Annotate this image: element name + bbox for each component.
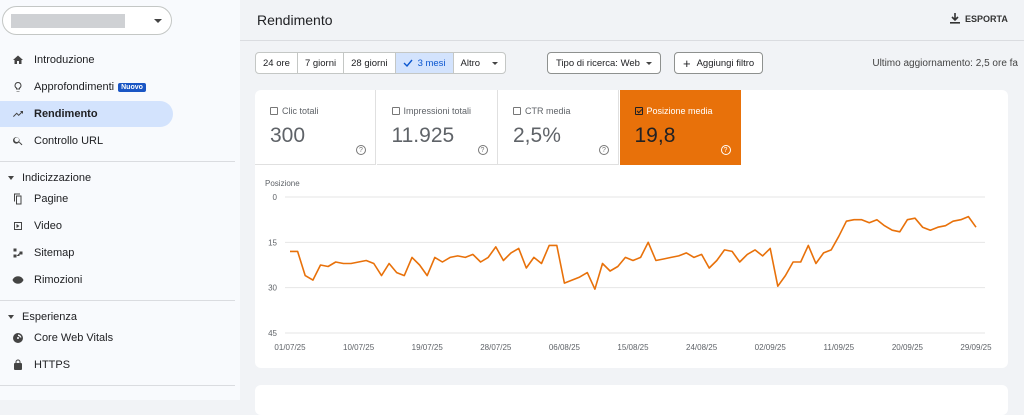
nav-label: Approfondimenti	[34, 81, 115, 93]
nav-label: Controllo URL	[34, 135, 104, 147]
nav-item[interactable]: HTTPS	[0, 352, 173, 378]
y-axis-title: Posizione	[265, 179, 300, 188]
nav-label: Introduzione	[34, 54, 95, 66]
series-line	[290, 215, 977, 290]
nav-item[interactable]: Pagine	[0, 186, 173, 212]
add-filter: Aggiungi filtro	[696, 57, 755, 69]
range-label: 3 mesi	[417, 57, 446, 69]
divider	[0, 161, 235, 162]
nav-item[interactable]: Introduzione	[0, 47, 173, 73]
x-tick-label: 02/09/25	[755, 343, 787, 352]
date-range-group: 24 ore 7 giorni 28 giorni 3 mesi Altro	[255, 52, 507, 74]
metric-tile[interactable]: CTR media 2,5%?	[498, 90, 619, 165]
nav-item[interactable]: Rendimento	[0, 101, 173, 127]
section-title[interactable]: Indicizzazione	[8, 172, 91, 184]
metric-tile[interactable]: Clic totali 300?	[255, 90, 376, 165]
metric-label-row: Posizione media	[634, 106, 713, 116]
nav-label: Video	[34, 220, 62, 232]
badge: Nuovo	[118, 82, 146, 92]
x-tick-label: 11/09/25	[824, 343, 855, 352]
property-selector[interactable]	[2, 6, 172, 35]
checkbox[interactable]	[513, 107, 521, 115]
checkbox[interactable]	[270, 107, 278, 115]
last-update: Ultimo aggiornamento: 2,5 ore fa	[872, 58, 1018, 69]
search-type: Tipo di ricerca: Web	[556, 57, 640, 69]
search-console-page: Introduzione Approfondimenti Nuovo Rendimen…	[0, 0, 1024, 400]
nav-label: Sitemap	[34, 247, 75, 259]
metric-value: 19,8	[634, 124, 676, 147]
nav-label: Pagine	[34, 193, 69, 205]
performance-card: Clic totali 300? Impressioni totali 11.925?…	[255, 90, 1008, 368]
add-filter-chip[interactable]: + Aggiungi filtro	[674, 52, 764, 74]
help-icon[interactable]: ?	[599, 145, 609, 155]
export-button[interactable]: ESPORTA	[950, 13, 1008, 24]
range-option[interactable]: Altro	[454, 53, 506, 73]
nav-label: HTTPS	[34, 359, 71, 371]
nav-item[interactable]: Controllo URL	[0, 128, 173, 154]
nav-item[interactable]: Video	[0, 213, 173, 239]
metric-value: 11.925	[391, 124, 455, 147]
nav-item[interactable]: Sitemap	[0, 240, 173, 266]
metric-label: Clic totali	[282, 106, 319, 116]
divider	[0, 300, 235, 301]
x-tick-label: 06/08/25	[549, 343, 581, 352]
range-label: 24 ore	[263, 57, 290, 69]
metric-label-row: Impressioni totali	[391, 106, 472, 116]
metric-label: CTR media	[525, 106, 571, 116]
nav-label: Rimozioni	[34, 274, 83, 286]
help-icon[interactable]: ?	[720, 145, 731, 155]
nav-item[interactable]: Rimozioni	[0, 267, 173, 293]
y-tick-label: 45	[268, 329, 277, 338]
y-tick-label: 30	[268, 284, 277, 293]
nav-label: Rendimento	[34, 108, 98, 120]
x-tick-label: 15/08/25	[617, 343, 649, 352]
section-title[interactable]: Esperienza	[8, 311, 77, 323]
x-tick-label: 01/07/25	[274, 343, 306, 352]
metric-value: 300	[270, 124, 306, 147]
divider	[0, 385, 235, 386]
table-card	[255, 385, 1008, 415]
nav-item[interactable]: Approfondimenti Nuovo	[0, 74, 173, 100]
metric-label: Posizione media	[646, 106, 713, 116]
metric-label-row: Clic totali	[270, 106, 319, 116]
range-option[interactable]: 3 mesi	[395, 53, 454, 73]
metric-tile[interactable]: Impressioni totali 11.925?	[376, 90, 498, 165]
sidebar: Introduzione Approfondimenti Nuovo Rendimen…	[0, 0, 240, 400]
y-tick-label: 0	[273, 193, 278, 202]
y-tick-label: 15	[268, 238, 277, 247]
x-tick-label: 19/07/25	[412, 343, 444, 352]
help-icon[interactable]: ?	[477, 145, 488, 155]
metric-label: Impressioni totali	[403, 106, 472, 116]
range-label: Altro	[460, 57, 481, 69]
x-tick-label: 28/07/25	[480, 343, 512, 352]
page-title: Rendimento	[257, 12, 333, 28]
range-option[interactable]: 28 giorni	[344, 53, 396, 73]
x-tick-label: 20/09/25	[892, 343, 924, 352]
export-label: ESPORTA	[965, 13, 1008, 24]
range-option[interactable]: 7 giorni	[298, 53, 345, 73]
help-icon[interactable]: ?	[356, 145, 366, 155]
metric-tile[interactable]: Posizione media 19,8?	[619, 90, 741, 165]
metric-value: 2,5%	[513, 124, 561, 147]
checkbox[interactable]	[634, 107, 643, 115]
nav-label: Core Web Vitals	[34, 332, 114, 344]
range-label: 7 giorni	[304, 57, 337, 69]
position-chart: Posizione 0 15 30 45 01/07/25 10/07/25 19/07/25…	[265, 179, 992, 352]
x-tick-label: 29/09/25	[960, 343, 992, 352]
checkbox[interactable]	[391, 107, 400, 115]
x-tick-label: 10/07/25	[343, 343, 375, 352]
x-tick-label: 24/08/25	[686, 343, 718, 352]
range-label: 28 giorni	[351, 57, 388, 69]
search-type-chip[interactable]: Tipo di ricerca: Web	[547, 52, 661, 74]
metric-label-row: CTR media	[513, 106, 571, 116]
range-option[interactable]: 24 ore	[256, 53, 298, 73]
nav-item[interactable]: Core Web Vitals	[0, 325, 173, 351]
